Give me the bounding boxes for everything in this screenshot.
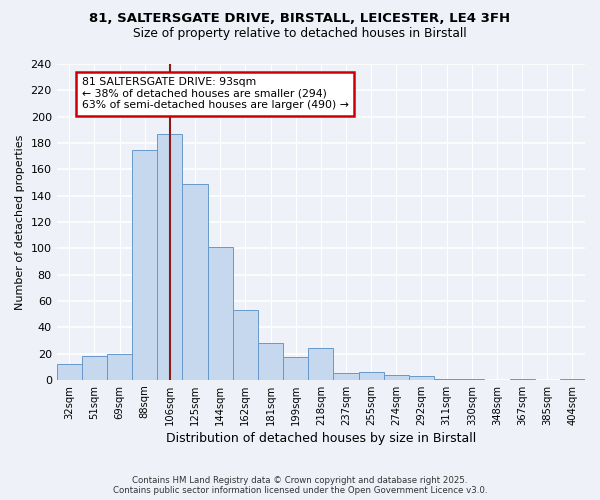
- Text: Contains HM Land Registry data © Crown copyright and database right 2025.
Contai: Contains HM Land Registry data © Crown c…: [113, 476, 487, 495]
- Bar: [334, 373, 359, 380]
- Text: Size of property relative to detached houses in Birstall: Size of property relative to detached ho…: [133, 28, 467, 40]
- Bar: [384, 374, 409, 380]
- Bar: [182, 184, 208, 380]
- Bar: [208, 247, 233, 380]
- Bar: [132, 150, 157, 380]
- Bar: [359, 372, 384, 380]
- Bar: [107, 354, 132, 380]
- Bar: [409, 376, 434, 380]
- Bar: [509, 378, 535, 380]
- Text: 81, SALTERSGATE DRIVE, BIRSTALL, LEICESTER, LE4 3FH: 81, SALTERSGATE DRIVE, BIRSTALL, LEICEST…: [89, 12, 511, 26]
- Bar: [308, 348, 334, 380]
- Bar: [560, 378, 585, 380]
- Bar: [82, 356, 107, 380]
- X-axis label: Distribution of detached houses by size in Birstall: Distribution of detached houses by size …: [166, 432, 476, 445]
- Bar: [157, 134, 182, 380]
- Bar: [56, 364, 82, 380]
- Text: 81 SALTERSGATE DRIVE: 93sqm
← 38% of detached houses are smaller (294)
63% of se: 81 SALTERSGATE DRIVE: 93sqm ← 38% of det…: [82, 77, 349, 110]
- Bar: [283, 358, 308, 380]
- Bar: [459, 378, 484, 380]
- Bar: [434, 378, 459, 380]
- Y-axis label: Number of detached properties: Number of detached properties: [15, 134, 25, 310]
- Bar: [258, 343, 283, 380]
- Bar: [233, 310, 258, 380]
